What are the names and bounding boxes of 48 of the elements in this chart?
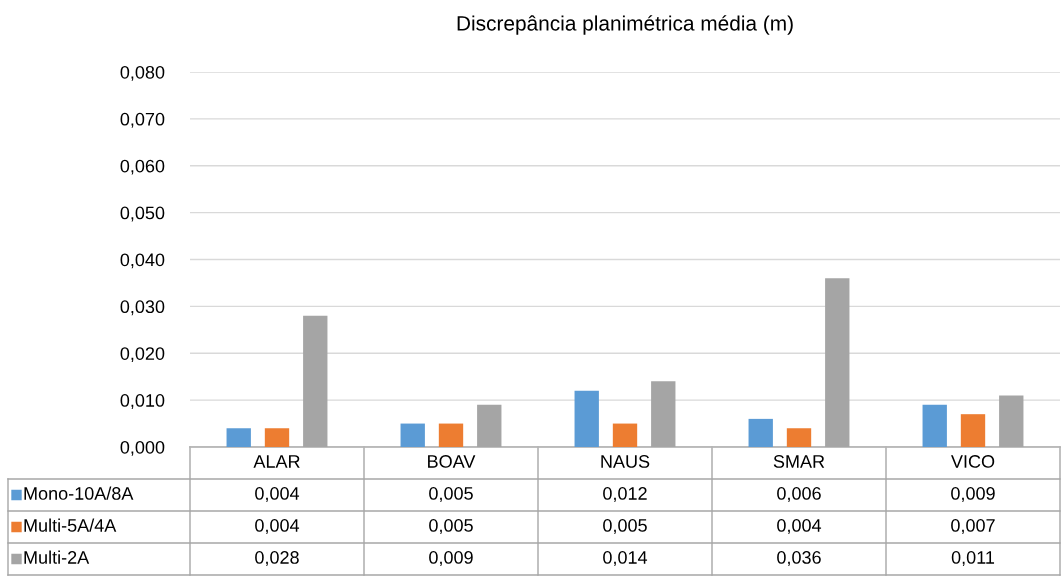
data-label: 0,012 xyxy=(603,487,647,502)
bar xyxy=(786,428,812,447)
y-tick-label: 0,080 xyxy=(120,65,165,81)
bar xyxy=(303,315,328,447)
bar xyxy=(477,404,502,447)
data-label: 0,009 xyxy=(429,551,473,566)
bar xyxy=(651,381,676,447)
x-tick-label: SMAR xyxy=(773,455,825,468)
y-tick-label: 0,060 xyxy=(120,159,165,175)
bar xyxy=(922,404,947,447)
data-label: 0,028 xyxy=(255,551,299,566)
bar xyxy=(400,423,425,447)
y-tick-label: 0,000 xyxy=(120,440,165,456)
y-tick-label: 0,050 xyxy=(120,206,165,222)
chart-title: Discrepância planimétrica média (m) xyxy=(457,15,793,35)
x-tick-label: ALAR xyxy=(253,455,300,468)
data-label: 0,005 xyxy=(429,519,473,534)
x-tick-label: BOAV xyxy=(428,455,476,468)
bar xyxy=(264,428,290,447)
data-label: 0,009 xyxy=(951,487,995,502)
data-label: 0,036 xyxy=(777,551,821,566)
data-label: 0,005 xyxy=(429,487,473,502)
x-tick-label: VICO xyxy=(951,455,995,468)
y-tick-label: 0,030 xyxy=(120,300,165,316)
y-tick-label: 0,040 xyxy=(120,253,165,269)
legend-label: Multi-5A/4A xyxy=(24,518,117,532)
x-tick-label: NAUS xyxy=(601,455,650,468)
data-label: 0,011 xyxy=(951,551,995,566)
bar xyxy=(612,423,638,447)
bar xyxy=(999,395,1024,447)
data-label: 0,006 xyxy=(777,487,821,502)
data-label: 0,007 xyxy=(951,519,995,534)
bar xyxy=(438,423,464,447)
data-label: 0,004 xyxy=(255,519,300,534)
y-tick-label: 0,070 xyxy=(120,112,165,128)
data-label: 0,014 xyxy=(603,551,648,566)
bar xyxy=(574,390,599,447)
data-label: 0,005 xyxy=(603,519,647,534)
legend-label: Multi-2A xyxy=(24,550,90,564)
data-label: 0,004 xyxy=(255,487,300,502)
y-tick-label: 0,020 xyxy=(120,347,165,363)
legend-label: Mono-10A/8A xyxy=(24,486,134,500)
bar xyxy=(825,278,850,447)
bar xyxy=(226,428,251,447)
bar xyxy=(748,418,773,447)
data-label: 0,004 xyxy=(777,519,822,534)
y-tick-label: 0,010 xyxy=(120,394,165,409)
bar xyxy=(960,414,986,447)
